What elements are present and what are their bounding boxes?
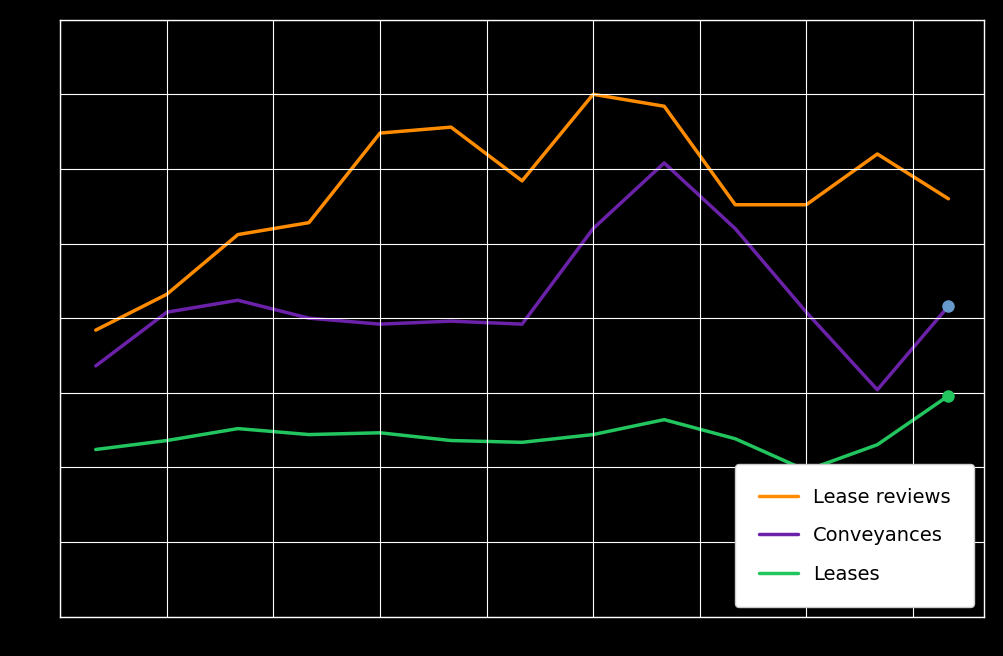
Lease reviews <box>658 102 670 110</box>
Lease reviews <box>160 291 173 298</box>
Conveyances <box>373 320 385 328</box>
Conveyances <box>303 314 315 322</box>
Leases <box>942 392 954 400</box>
Leases <box>373 429 385 437</box>
Conveyances <box>232 297 244 304</box>
Leases <box>444 437 456 445</box>
Conveyances <box>516 320 528 328</box>
Conveyances <box>89 362 101 370</box>
Lease reviews <box>871 150 883 158</box>
Conveyances <box>658 159 670 167</box>
Lease reviews <box>89 326 101 334</box>
Lease reviews <box>942 195 954 203</box>
Legend: Lease reviews, Conveyances, Leases: Lease reviews, Conveyances, Leases <box>735 464 973 607</box>
Leases <box>303 430 315 438</box>
Conveyances <box>444 318 456 325</box>
Line: Lease reviews: Lease reviews <box>95 94 948 330</box>
Lease reviews <box>799 201 811 209</box>
Conveyances <box>799 308 811 316</box>
Leases <box>232 424 244 432</box>
Leases <box>799 466 811 474</box>
Conveyances <box>728 224 740 233</box>
Lease reviews <box>516 177 528 185</box>
Line: Conveyances: Conveyances <box>95 163 948 390</box>
Conveyances <box>871 386 883 394</box>
Conveyances <box>587 224 599 233</box>
Leases <box>89 445 101 453</box>
Line: Leases: Leases <box>95 396 948 470</box>
Conveyances <box>942 302 954 310</box>
Leases <box>728 435 740 443</box>
Leases <box>516 438 528 446</box>
Leases <box>871 441 883 449</box>
Conveyances <box>160 308 173 316</box>
Leases <box>658 416 670 424</box>
Lease reviews <box>373 129 385 137</box>
Leases <box>160 437 173 445</box>
Lease reviews <box>444 123 456 131</box>
Lease reviews <box>587 91 599 98</box>
Lease reviews <box>303 218 315 226</box>
Lease reviews <box>232 231 244 239</box>
Lease reviews <box>728 201 740 209</box>
Leases <box>587 430 599 438</box>
